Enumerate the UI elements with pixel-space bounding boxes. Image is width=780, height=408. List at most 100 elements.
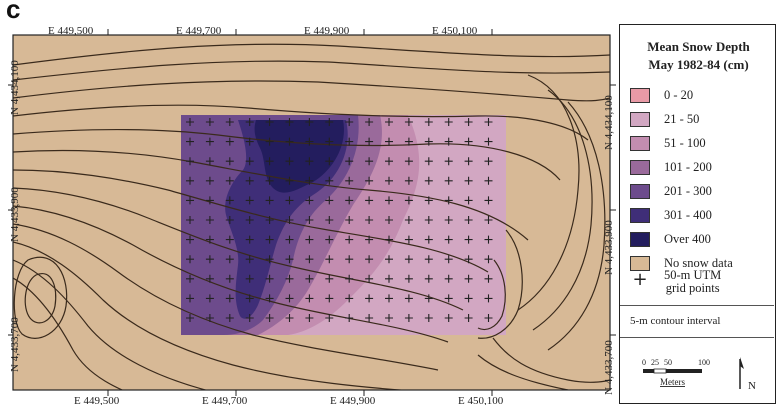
grid-point — [325, 137, 334, 146]
grid-point — [225, 176, 234, 185]
grid-point — [444, 118, 453, 126]
bottom-label-3: E 449,900 — [330, 395, 376, 405]
grid-point — [424, 137, 433, 146]
grid-point — [305, 137, 314, 146]
grid-point — [345, 294, 354, 303]
grid-point — [265, 196, 274, 205]
grid-point — [444, 274, 453, 283]
legend-label: 301 - 400 — [664, 207, 712, 222]
scale-tick-100: 100 — [698, 358, 710, 367]
grid-point — [365, 294, 374, 303]
legend-label: 51 - 100 — [664, 135, 706, 150]
grid-point — [365, 118, 374, 126]
grid-point — [305, 294, 314, 303]
grid-point — [205, 157, 214, 166]
grid-point — [245, 255, 254, 264]
grid-point — [245, 314, 254, 322]
grid-point — [225, 118, 234, 126]
grid-point — [404, 255, 413, 264]
grid-point — [404, 216, 413, 224]
grid-point — [345, 274, 354, 283]
legend-title-line1: Mean Snow Depth — [647, 39, 750, 54]
grid-point — [186, 216, 194, 224]
grid-point — [265, 137, 274, 146]
grid-point — [225, 137, 234, 146]
grid-point — [345, 235, 354, 244]
legend-label: 0 - 20 — [664, 87, 694, 102]
grid-point — [186, 176, 194, 185]
grid-point — [205, 235, 214, 244]
legend-class-0-20: 0 - 20 — [630, 85, 693, 105]
grid-point — [345, 314, 354, 322]
grid-point — [345, 255, 354, 264]
legend-class-101-200: 101 - 200 — [630, 157, 712, 177]
grid-point — [444, 235, 453, 244]
legend-swatch — [630, 183, 650, 199]
grid-point — [325, 157, 334, 166]
grid-point — [484, 216, 493, 224]
top-label-1: E 449,500 — [48, 25, 94, 37]
grid-point — [186, 137, 194, 146]
grid-points-line2: grid points — [665, 281, 720, 295]
bottom-label-2: E 449,700 — [202, 395, 248, 405]
bottom-label-4: E 450,100 — [458, 395, 504, 405]
grid-point — [325, 176, 334, 185]
grid-point — [424, 176, 433, 185]
grid-point — [404, 137, 413, 146]
grid-point — [265, 274, 274, 283]
grid-point — [186, 274, 194, 283]
legend-class-301-400: 301 - 400 — [630, 205, 712, 225]
legend-label: No snow data — [664, 255, 733, 270]
scale-tick-0: 0 — [642, 358, 646, 367]
grid-point — [424, 157, 433, 166]
grid-point — [484, 137, 493, 146]
grid-point — [305, 216, 314, 224]
grid-point — [265, 314, 274, 322]
grid-point — [186, 118, 194, 126]
grid-point — [325, 216, 334, 224]
grid-point — [205, 255, 214, 264]
grid-point — [285, 294, 294, 303]
panel-letter: c — [6, 0, 21, 24]
axis-ticks — [8, 29, 616, 396]
grid-point — [424, 294, 433, 303]
grid-point — [444, 157, 453, 166]
grid-point — [285, 274, 294, 283]
legend-title-line2: May 1982-84 (cm) — [648, 57, 749, 72]
utm-grid-points — [186, 118, 493, 322]
legend-class-51-100: 51 - 100 — [630, 133, 706, 153]
grid-point — [345, 196, 354, 205]
grid-point — [385, 176, 393, 185]
grid-point — [385, 118, 393, 126]
grid-point — [404, 157, 413, 166]
grid-point — [325, 118, 334, 126]
legend-divider — [620, 337, 774, 338]
top-label-4: E 450,100 — [432, 25, 478, 37]
snow-depth-map: E 449,500 E 449,700 E 449,900 E 450,100 … — [8, 25, 616, 405]
grid-point — [464, 216, 473, 224]
grid-point — [385, 274, 393, 283]
grid-point — [404, 294, 413, 303]
grid-point — [225, 196, 234, 205]
grid-point — [205, 294, 214, 303]
grid-point — [444, 176, 453, 185]
grid-point — [385, 137, 393, 146]
grid-point — [365, 255, 374, 264]
legend-grid-points: + — [630, 269, 664, 290]
grid-point — [484, 255, 493, 264]
grid-point — [205, 137, 214, 146]
grid-points-line1: 50-m UTM — [664, 268, 722, 282]
grid-point — [245, 196, 254, 205]
grid-point — [385, 294, 393, 303]
grid-point — [345, 118, 354, 126]
grid-point — [325, 235, 334, 244]
legend-label: 101 - 200 — [664, 159, 712, 174]
grid-point — [225, 274, 234, 283]
grid-point — [305, 118, 314, 126]
contour-interval-note: 5-m contour interval — [630, 315, 721, 327]
grid-point — [365, 137, 374, 146]
grid-point — [285, 118, 294, 126]
grid-point — [305, 274, 314, 283]
map-frame — [12, 34, 611, 391]
grid-point — [345, 137, 354, 146]
